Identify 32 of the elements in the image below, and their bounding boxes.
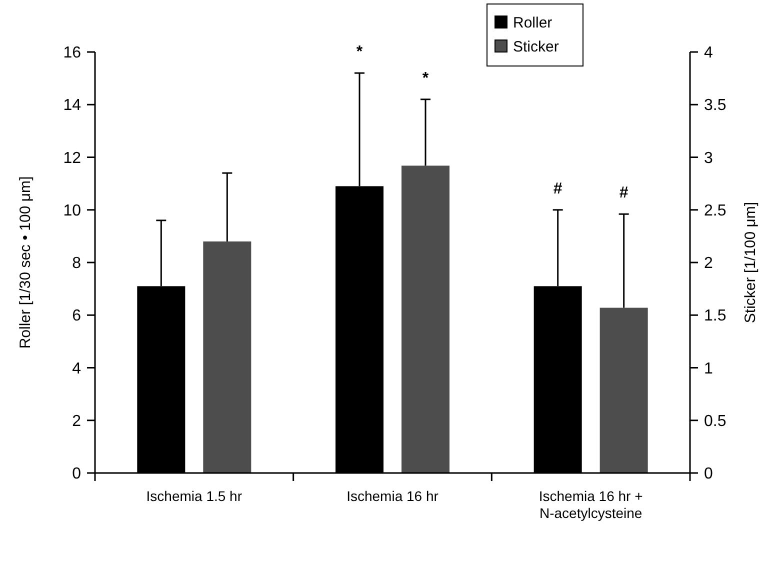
annotation: # <box>553 180 562 198</box>
y-tick-label: 10 <box>63 202 82 220</box>
bar <box>600 308 648 473</box>
x-tick-label: Ischemia 16 hr <box>346 488 439 504</box>
y2-tick-label: 2.5 <box>704 202 726 220</box>
y-tick-label: 6 <box>72 308 82 325</box>
x-tick-label: Ischemia 1.5 hr <box>146 488 242 504</box>
y-tick-label: 14 <box>63 97 82 114</box>
y2-tick-label: 3.5 <box>704 97 726 114</box>
annotation: * <box>356 44 364 61</box>
annotation: * <box>422 70 430 87</box>
y-tick-label: 2 <box>72 412 82 430</box>
y2-axis-title: Sticker [1/100 μm] <box>742 202 759 324</box>
y2-tick-label: 3 <box>704 150 713 167</box>
y2-tick-label: 2 <box>704 255 713 272</box>
y2-tick-label: 0 <box>704 466 713 483</box>
y2-tick-label: 0.5 <box>704 412 726 430</box>
y-tick-label: 12 <box>63 150 82 167</box>
y-tick-label: 0 <box>72 466 82 483</box>
bar <box>402 166 450 473</box>
y-tick-label: 16 <box>63 44 82 62</box>
annotation: # <box>619 184 628 202</box>
y2-tick-label: 4 <box>704 44 713 62</box>
x-tick-label: Ischemia 16 hr + N-acetylcysteine <box>538 488 643 521</box>
y2-tick-label: 1.5 <box>704 308 726 325</box>
legend-label: Sticker <box>513 38 559 56</box>
legend-label: Roller <box>513 14 552 32</box>
y-tick-label: 4 <box>72 360 82 378</box>
y2-tick-label: 1 <box>704 360 713 378</box>
bar <box>203 241 252 473</box>
y-tick-label: 8 <box>72 255 82 272</box>
y-axis-title: Roller [1/30 sec • 100 μm] <box>17 176 34 349</box>
